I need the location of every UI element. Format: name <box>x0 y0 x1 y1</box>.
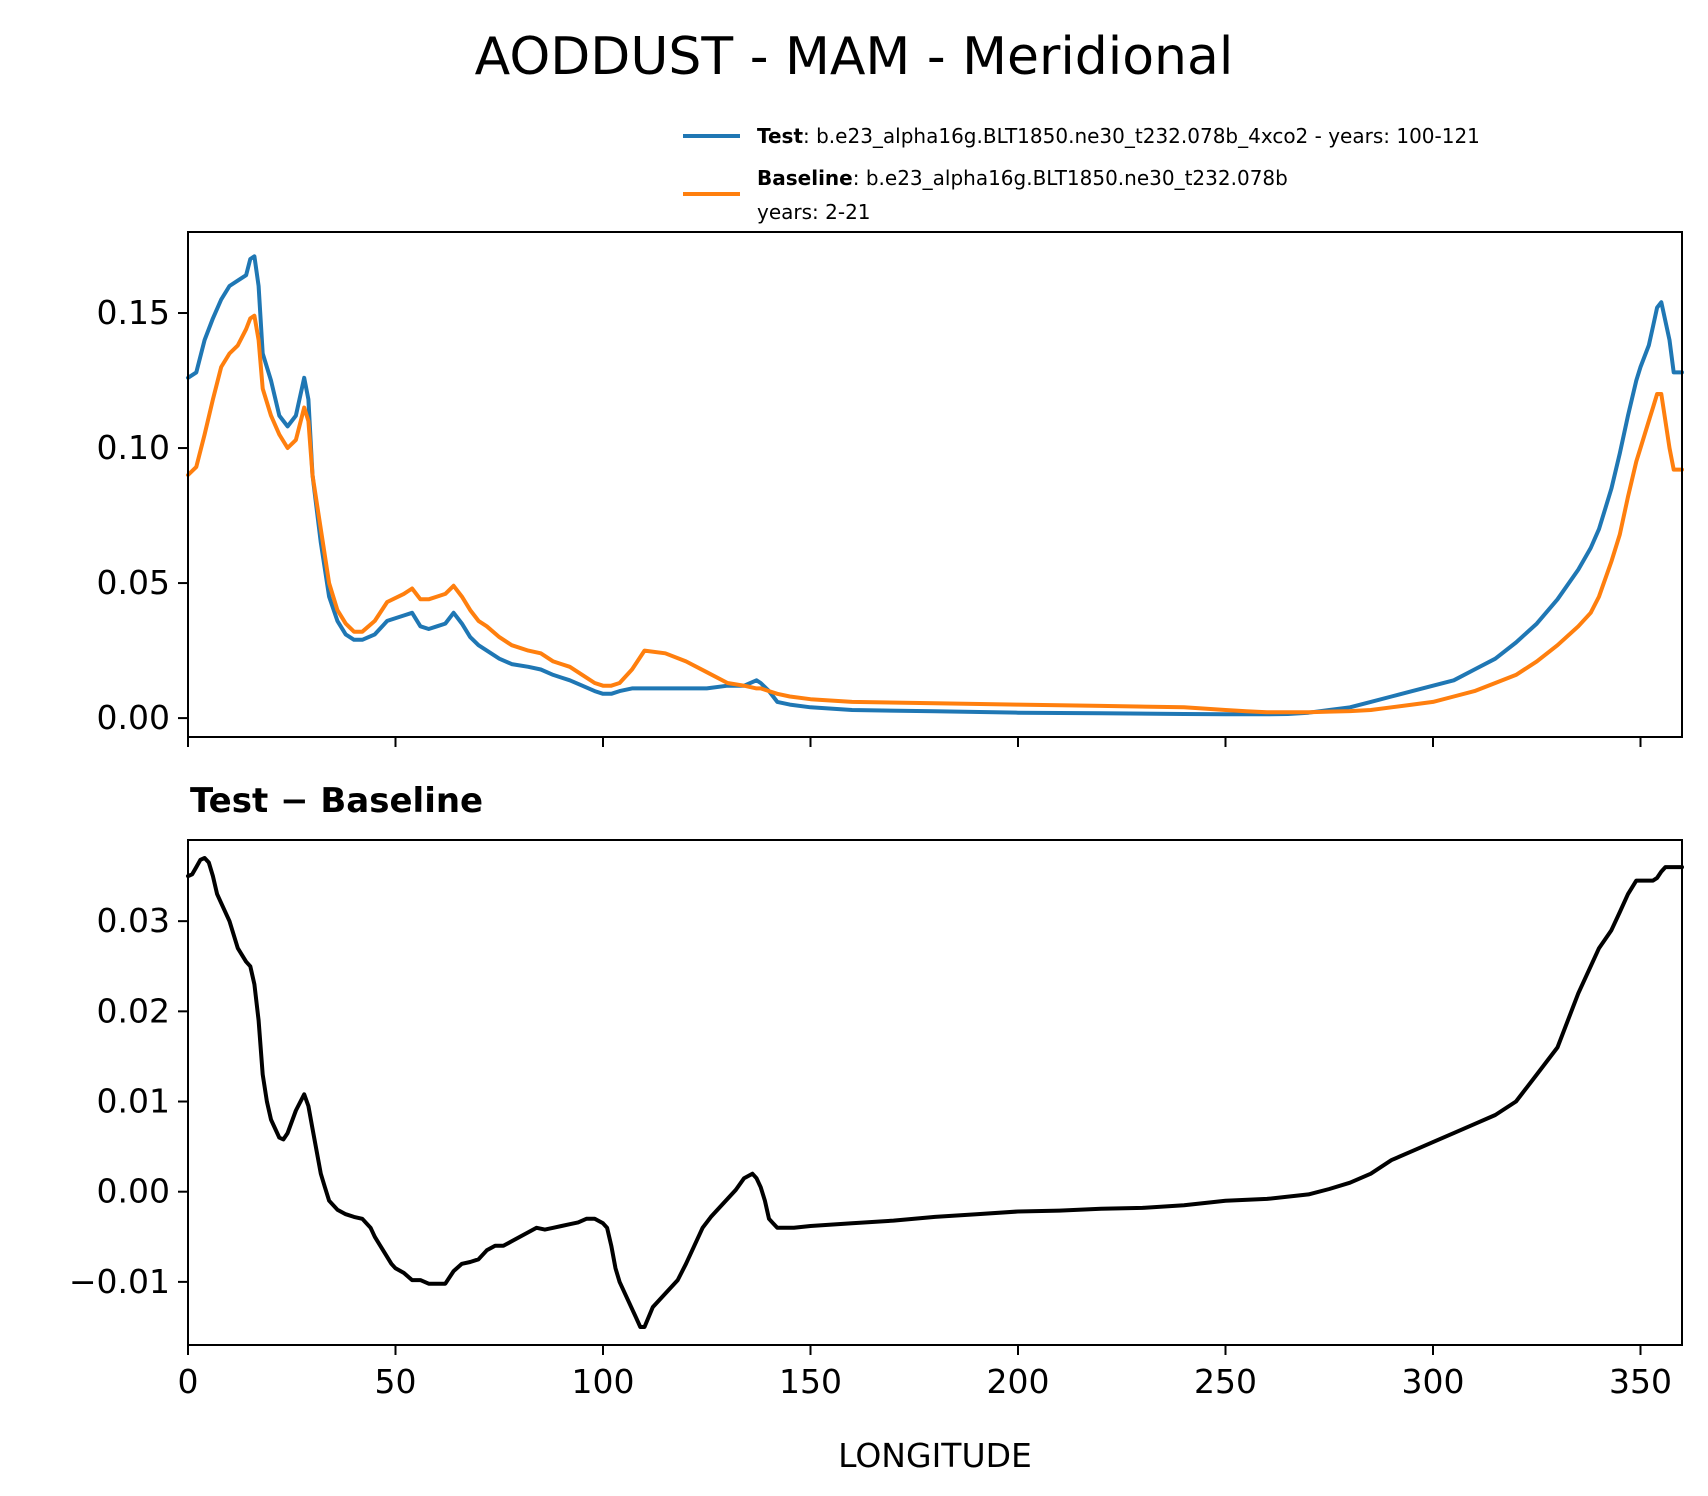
bottom-series <box>186 856 1684 1329</box>
x-axis-label: LONGITUDE <box>838 1436 1032 1475</box>
bottom-panel: −0.01 0.00 0.01 0.02 0.03 0 50 100 150 200 250 300… <box>69 839 1684 1401</box>
top-y-ticks: 0.00 0.05 0.10 0.15 <box>97 293 188 737</box>
x-tick-label: 250 <box>1194 1362 1257 1401</box>
bottom-x-ticks: 0 50 100 150 200 250 300 350 <box>178 1345 1672 1401</box>
x-tick-label: 150 <box>779 1362 842 1401</box>
series-line-test <box>186 254 1684 717</box>
x-tick-label: 350 <box>1609 1362 1672 1401</box>
top-panel: 0.00 0.05 0.10 0.15 <box>97 231 1684 747</box>
legend-baseline-name: Baseline <box>757 166 853 190</box>
legend: Test: b.e23_alpha16g.BLT1850.ne30_t232.0… <box>683 124 1480 224</box>
bottom-plot-frame <box>187 839 1683 1346</box>
legend-baseline-years: years: 2-21 <box>757 200 871 224</box>
top-x-ticks <box>187 737 1642 747</box>
y-tick-label: 0.00 <box>97 698 170 737</box>
x-tick-label: 50 <box>375 1362 417 1401</box>
y-tick-label: 0.10 <box>97 428 170 467</box>
y-tick-label: 0.15 <box>97 293 170 332</box>
bottom-y-ticks: −0.01 0.00 0.01 0.02 0.03 <box>69 901 188 1301</box>
y-tick-label: 0.02 <box>97 991 170 1030</box>
y-tick-label: 0.03 <box>97 901 170 940</box>
legend-test-desc: : b.e23_alpha16g.BLT1850.ne30_t232.078b_… <box>803 124 1480 148</box>
legend-test-label: Test: b.e23_alpha16g.BLT1850.ne30_t232.0… <box>757 124 1480 148</box>
x-tick-label: 300 <box>1402 1362 1465 1401</box>
top-plot-frame <box>187 231 1683 738</box>
top-series <box>186 254 1684 717</box>
legend-baseline-desc: : b.e23_alpha16g.BLT1850.ne30_t232.078b <box>853 166 1288 190</box>
x-tick-label: 200 <box>987 1362 1050 1401</box>
y-tick-label: 0.00 <box>97 1172 170 1211</box>
diff-panel-title: Test − Baseline <box>190 781 483 821</box>
y-tick-label: −0.01 <box>69 1262 170 1301</box>
legend-baseline-label: Baseline: b.e23_alpha16g.BLT1850.ne30_t2… <box>757 166 1288 190</box>
chart-title: AODDUST - MAM - Meridional <box>475 27 1234 87</box>
legend-test-name: Test <box>757 124 803 148</box>
x-tick-label: 0 <box>178 1362 199 1401</box>
y-tick-label: 0.05 <box>97 563 170 602</box>
y-tick-label: 0.01 <box>97 1082 170 1121</box>
series-line-baseline <box>186 313 1684 715</box>
series-line-difference <box>186 856 1684 1329</box>
x-tick-label: 100 <box>572 1362 635 1401</box>
